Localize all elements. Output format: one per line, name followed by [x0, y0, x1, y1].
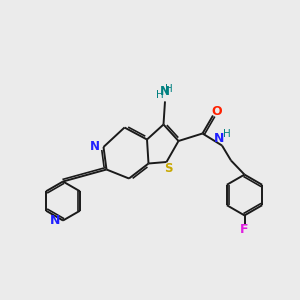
Text: H: H [223, 129, 230, 139]
Text: N: N [50, 214, 61, 227]
Text: N: N [160, 85, 170, 98]
Text: N: N [90, 140, 100, 154]
Text: H: H [165, 83, 172, 94]
Text: H: H [156, 90, 164, 100]
Text: S: S [164, 162, 172, 175]
Text: O: O [211, 105, 222, 118]
Text: N: N [214, 132, 224, 145]
Text: F: F [240, 223, 249, 236]
